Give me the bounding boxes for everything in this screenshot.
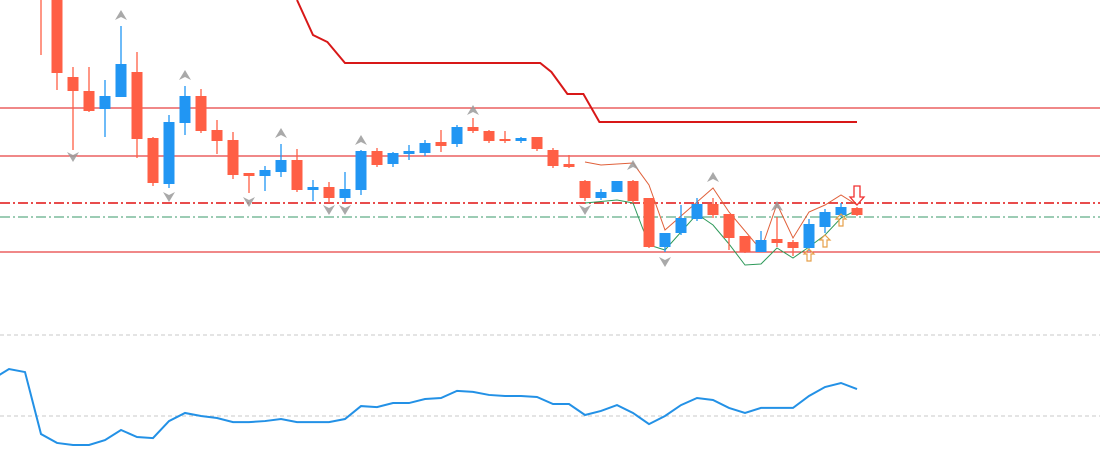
candle-body bbox=[259, 170, 271, 176]
candle-body bbox=[579, 181, 591, 198]
candle-body bbox=[691, 204, 703, 219]
fractal-down-icon bbox=[163, 192, 175, 202]
candle-body bbox=[531, 137, 543, 149]
fractal-up-icon bbox=[627, 160, 639, 170]
candle-body bbox=[403, 151, 415, 154]
candle-body bbox=[499, 139, 511, 141]
candle-body bbox=[659, 233, 671, 247]
candle-body bbox=[563, 164, 575, 167]
signal-arrows bbox=[802, 185, 866, 262]
candle-body bbox=[83, 91, 95, 111]
fractal-up-icon bbox=[115, 10, 127, 20]
candle-body bbox=[371, 151, 383, 165]
candle-body bbox=[787, 242, 799, 248]
fractal-down-icon bbox=[659, 257, 671, 267]
candle-body bbox=[227, 140, 239, 175]
candle-body bbox=[67, 77, 79, 91]
candle-body bbox=[195, 96, 207, 131]
fractal-down-icon bbox=[579, 205, 591, 215]
fractal-up-icon bbox=[707, 172, 719, 182]
candle-body bbox=[211, 130, 223, 141]
candle-body bbox=[451, 127, 463, 144]
candle-body bbox=[355, 151, 367, 190]
trailing-stop-line bbox=[296, 0, 857, 123]
oscillator-line bbox=[0, 367, 858, 446]
candle-body bbox=[547, 150, 559, 166]
fractal-down-icon bbox=[243, 197, 255, 207]
candle-body bbox=[675, 218, 687, 233]
candle-body bbox=[243, 173, 255, 176]
horizontal-levels bbox=[0, 107, 1100, 253]
buy-arrow-icon bbox=[834, 213, 848, 227]
candle-body bbox=[643, 198, 655, 247]
candle-body bbox=[275, 160, 287, 172]
candle-body bbox=[627, 181, 639, 201]
candle-body bbox=[819, 212, 831, 227]
candle-body bbox=[99, 96, 111, 109]
candle-body bbox=[115, 64, 127, 97]
candle-body bbox=[851, 208, 863, 215]
candle-body bbox=[739, 236, 751, 252]
candle-body bbox=[323, 187, 335, 198]
candle-body bbox=[419, 143, 431, 153]
candle-body bbox=[51, 0, 63, 73]
candle-body bbox=[291, 160, 303, 190]
candle-body bbox=[595, 192, 607, 198]
fractal-up-icon bbox=[467, 105, 479, 115]
candle-body bbox=[723, 214, 735, 238]
fractal-arrows bbox=[67, 10, 783, 267]
candle-body bbox=[307, 187, 319, 190]
sell-arrow-icon bbox=[848, 185, 866, 206]
envelope-lower-line bbox=[584, 199, 858, 266]
fractal-up-icon bbox=[771, 201, 783, 211]
candles bbox=[40, 0, 863, 256]
candle-body bbox=[755, 240, 767, 252]
candle-body bbox=[771, 239, 783, 243]
candle-body bbox=[515, 138, 527, 141]
candle-body bbox=[147, 138, 159, 183]
fractal-up-icon bbox=[179, 70, 191, 80]
buy-arrow-icon bbox=[818, 234, 832, 248]
fractal-down-icon bbox=[323, 205, 335, 215]
candle-body bbox=[435, 142, 447, 146]
envelope-lines bbox=[584, 161, 858, 266]
candle-body bbox=[483, 131, 495, 141]
fractal-down-icon bbox=[339, 205, 351, 215]
candle-body bbox=[163, 122, 175, 184]
candle-body bbox=[707, 204, 719, 215]
candle-body bbox=[467, 127, 479, 131]
candle-body bbox=[803, 224, 815, 248]
candle-body bbox=[339, 189, 351, 198]
fractal-up-icon bbox=[355, 135, 367, 145]
buy-arrow-icon bbox=[802, 248, 816, 262]
candle-body bbox=[835, 207, 847, 215]
candle-body bbox=[611, 181, 623, 192]
fractal-down-icon bbox=[67, 152, 79, 162]
candle-body bbox=[179, 96, 191, 123]
envelope-upper-line bbox=[584, 161, 858, 251]
candle-body bbox=[387, 153, 399, 164]
oscillator-panel bbox=[0, 334, 1100, 446]
candle-body bbox=[131, 72, 143, 139]
fractal-up-icon bbox=[275, 128, 287, 138]
trailing-stop-line bbox=[296, 0, 857, 123]
